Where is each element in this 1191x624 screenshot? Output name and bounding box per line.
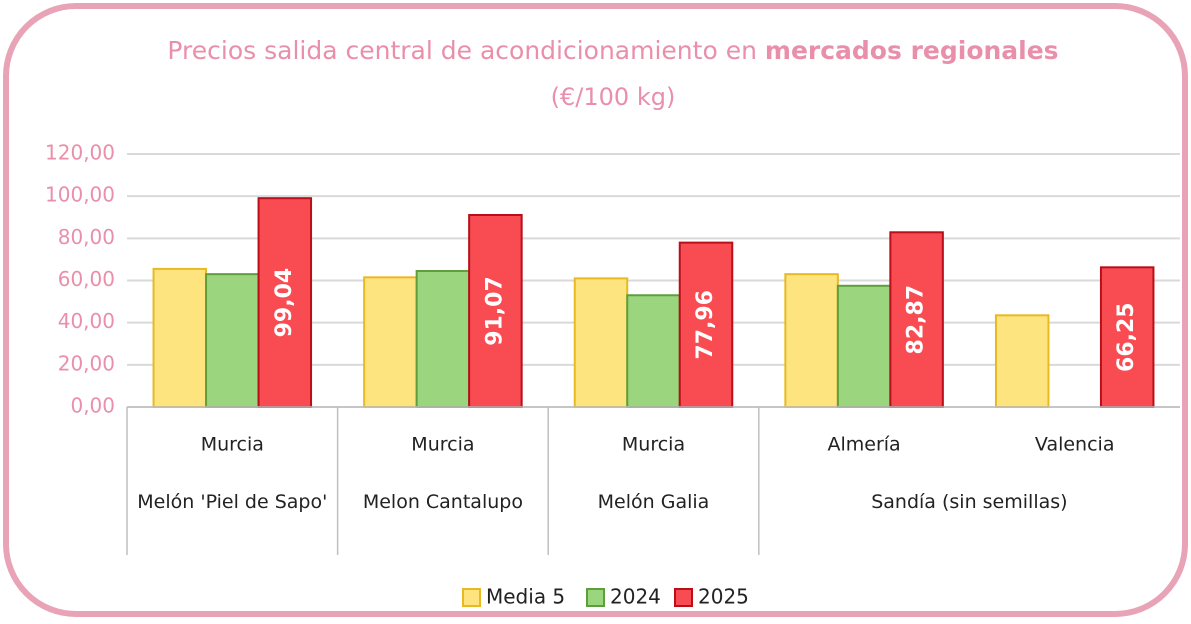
y-tick-label: 100,00: [45, 183, 115, 207]
bar: [415, 270, 471, 409]
group-label-box: Melón 'Piel de Sapo': [137, 491, 328, 513]
bar: [363, 276, 418, 408]
y-tick-label: 40,00: [58, 309, 115, 333]
x-tick-label: Almería: [827, 434, 900, 456]
data-label: 66,25: [1114, 302, 1139, 372]
legend-label: Media 5: [486, 585, 565, 609]
group-label: Melón 'Piel de Sapo': [137, 491, 328, 513]
bar: [205, 273, 260, 408]
legend-label: 2025: [698, 585, 749, 609]
bar: [784, 273, 839, 408]
bar: [626, 294, 681, 408]
x-tick-label: Valencia: [1035, 434, 1115, 456]
bar: [1099, 266, 1155, 408]
chart-title: Precios salida central de acondicionamie…: [167, 36, 1058, 65]
group-label-box: Melón Galia: [597, 491, 710, 513]
x-tick-label: Murcia: [622, 434, 685, 456]
data-label: 91,07: [482, 276, 507, 346]
y-tick-label: 120,00: [45, 141, 115, 165]
bar: [994, 314, 1050, 409]
y-tick-label: 60,00: [58, 267, 115, 291]
title-emphasis: mercados regionales: [765, 36, 1059, 65]
legend: Media 5 2024 2025: [462, 585, 749, 609]
data-label: 99,04: [272, 268, 297, 338]
y-tick-label: 0,00: [70, 394, 115, 418]
group-label-box: Sandía (sin semillas): [871, 491, 1068, 513]
bar: [836, 284, 892, 409]
chart-subtitle: (€/100 kg): [551, 83, 676, 111]
group-label: Melon Cantalupo: [362, 491, 523, 513]
group-label: Sandía (sin semillas): [871, 491, 1068, 513]
legend-label: 2024: [610, 585, 661, 609]
legend-swatch: [586, 588, 605, 607]
x-tick-label: Murcia: [411, 434, 474, 456]
bar: [152, 267, 208, 409]
y-tick-label: 20,00: [58, 351, 115, 375]
data-label: 77,96: [693, 290, 718, 360]
data-label: 82,87: [904, 285, 929, 355]
bar: [573, 277, 629, 408]
bar: [468, 213, 523, 408]
bar: [678, 241, 734, 408]
bar: [889, 231, 944, 408]
group-label: Melón Galia: [597, 491, 710, 513]
legend-swatch: [462, 588, 481, 607]
y-tick-label: 80,00: [58, 225, 115, 249]
legend-swatch: [674, 588, 693, 607]
group-label-box: Melon Cantalupo: [362, 491, 523, 513]
x-tick-label: Murcia: [201, 434, 264, 456]
title-part: Precios salida central de acondicionamie…: [167, 36, 757, 65]
